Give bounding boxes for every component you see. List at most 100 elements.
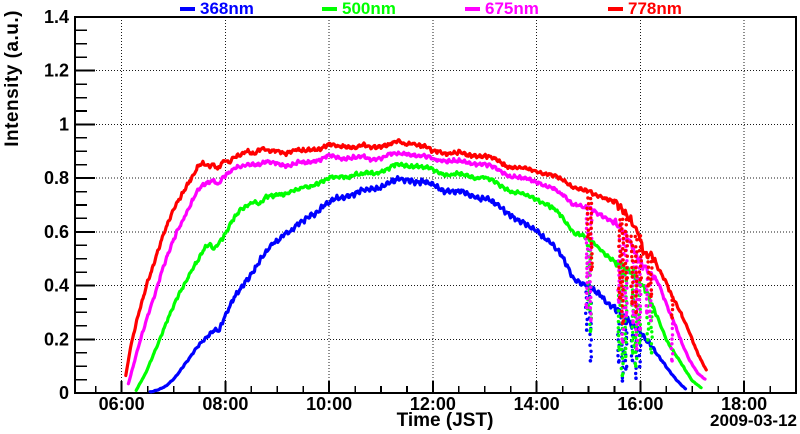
dropout-dot [590, 245, 594, 249]
dropout-dot [588, 289, 593, 294]
dropout-dot [623, 332, 627, 336]
dropout-dot [644, 304, 648, 308]
dropout-dot [620, 321, 625, 326]
dropout-dot [639, 259, 643, 263]
dropout-dot [629, 234, 633, 238]
dropout-dot [639, 255, 643, 259]
dropout-dot [648, 303, 653, 307]
dropout-dot [630, 270, 634, 274]
dropout-dot [634, 333, 639, 337]
dropout-dot [637, 341, 642, 345]
dropout-dot [631, 320, 635, 325]
dropout-dot [620, 373, 625, 378]
dropout-dot [637, 249, 642, 253]
dropout-dot [585, 234, 590, 239]
dropout-dot [585, 247, 590, 251]
dropout-dot [620, 292, 624, 297]
dropout-dot [617, 295, 622, 300]
plot-frame [74, 16, 797, 394]
dropout-dot [649, 347, 653, 351]
dropout-dot [589, 256, 594, 260]
dropout-dot [585, 266, 589, 271]
x-tick-label: 06:00 [99, 394, 145, 414]
legend-entry-368nm: 368nm [180, 0, 254, 18]
dropout-dot [616, 326, 620, 330]
dropout-dot [617, 229, 622, 233]
dropout-dot [630, 244, 635, 248]
dropout-dot [584, 241, 589, 245]
dropout-dot [590, 261, 594, 265]
dropout-dot [585, 286, 589, 290]
dropout-dot [637, 289, 642, 293]
dropout-dot [617, 265, 621, 269]
legend-line-368nm-icon [180, 7, 195, 11]
dropout-dot [588, 299, 592, 304]
dropout-dot [631, 290, 635, 294]
dropout-dot [618, 276, 622, 280]
y-tick-label: 1.2 [44, 61, 69, 81]
dropout-dot [650, 266, 654, 270]
dropout-dot [621, 288, 625, 292]
dropout-dot [625, 301, 629, 305]
dropout-dot [616, 354, 620, 358]
legend-line-500nm-icon [322, 7, 337, 11]
dropout-dots [584, 196, 675, 383]
dropout-dot [634, 376, 638, 381]
dropout-dot [638, 277, 643, 282]
dropout-dot [631, 351, 635, 355]
dropout-dot [634, 271, 638, 275]
x-tick-label: 16:00 [617, 394, 663, 414]
dropout-dot [621, 247, 625, 251]
dropout-dot [586, 217, 590, 221]
dropout-dot [648, 318, 653, 323]
dropout-dot [634, 294, 638, 298]
dropout-dot [630, 339, 634, 343]
dropout-dot [634, 350, 638, 354]
y-tick-labels: 0 0.2 0.4 0.6 0.8 1 1.2 1.4 [44, 7, 69, 403]
dropout-dot [631, 280, 635, 285]
legend-line-778nm-icon [608, 7, 623, 11]
dropout-dot [623, 248, 628, 253]
dropout-dot [638, 310, 643, 314]
dropout-dot [589, 211, 593, 215]
dropout-dot [589, 226, 593, 230]
dropout-dot [648, 314, 652, 318]
dropout-dot [649, 281, 653, 285]
dropout-dot [585, 305, 589, 310]
dropout-dot [634, 313, 638, 317]
dropout-dot [585, 281, 589, 285]
dropout-dot [630, 265, 634, 270]
gridlines [75, 17, 796, 393]
dropout-dot [646, 327, 651, 331]
dropout-dot [621, 269, 625, 273]
dropout-dot [621, 258, 625, 262]
dropout-dot [623, 229, 628, 234]
dropout-dot [634, 364, 638, 368]
legend-entry-500nm: 500nm [322, 0, 396, 18]
dropout-dot [588, 273, 592, 278]
dropout-dot [648, 309, 652, 313]
dropout-dot [630, 295, 634, 300]
dropout-dot [621, 340, 625, 344]
dropout-dot [637, 364, 642, 369]
dropout-dot [645, 288, 649, 292]
dropout-dot [634, 304, 638, 308]
x-tick-label: 10:00 [306, 394, 352, 414]
dropout-dot [638, 307, 642, 312]
y-tick-label: 0.4 [44, 276, 69, 296]
dropout-dot [623, 350, 627, 355]
dropout-dot [623, 291, 628, 295]
dropout-dot [616, 314, 621, 318]
dropout-dot [629, 249, 634, 254]
dropout-dot [624, 271, 628, 275]
dropout-dot [618, 260, 623, 264]
legend-label-500nm: 500nm [342, 0, 396, 18]
dropout-dot [620, 284, 624, 288]
dropout-dot [588, 322, 592, 327]
dropout-dot [621, 327, 626, 331]
dropout-dot [634, 346, 639, 351]
dropout-dot [638, 234, 643, 238]
dropout-dot [638, 360, 642, 364]
